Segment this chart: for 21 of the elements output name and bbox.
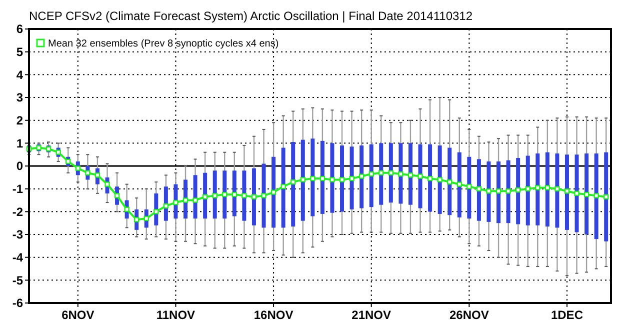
y-tick-label: -5 — [12, 273, 24, 288]
chart-title: NCEP CFSv2 (Climate Forecast System) Arctic Oscillation | Final Date 2014110312 — [29, 9, 473, 23]
y-tick-label: 3 — [16, 90, 24, 105]
y-tick-label: 4 — [16, 68, 24, 82]
x-tick-label: 6NOV — [62, 308, 94, 320]
y-tick-label: 2 — [16, 114, 24, 128]
x-tick-label: 11NOV — [156, 308, 196, 320]
y-tick-label: -3 — [12, 228, 24, 242]
y-tick-label: 1 — [16, 136, 24, 150]
y-tick-label: 5 — [16, 45, 24, 60]
y-tick-label: -6 — [12, 296, 24, 310]
y-tick-label: 6 — [16, 22, 24, 36]
x-tick-label: 21NOV — [352, 308, 392, 320]
y-tick-label: -2 — [12, 204, 24, 219]
y-tick-label: -1 — [12, 182, 24, 196]
x-tick-label: 16NOV — [254, 308, 294, 320]
y-tick-label: 0 — [16, 159, 24, 174]
legend-label: Mean 32 ensembles (Prev 8 synoptic cycles x4 ens) — [48, 38, 279, 50]
x-tick-label: 26NOV — [449, 308, 489, 320]
x-tick-label: 1DEC — [550, 308, 584, 320]
y-tick-label: -4 — [12, 250, 24, 265]
